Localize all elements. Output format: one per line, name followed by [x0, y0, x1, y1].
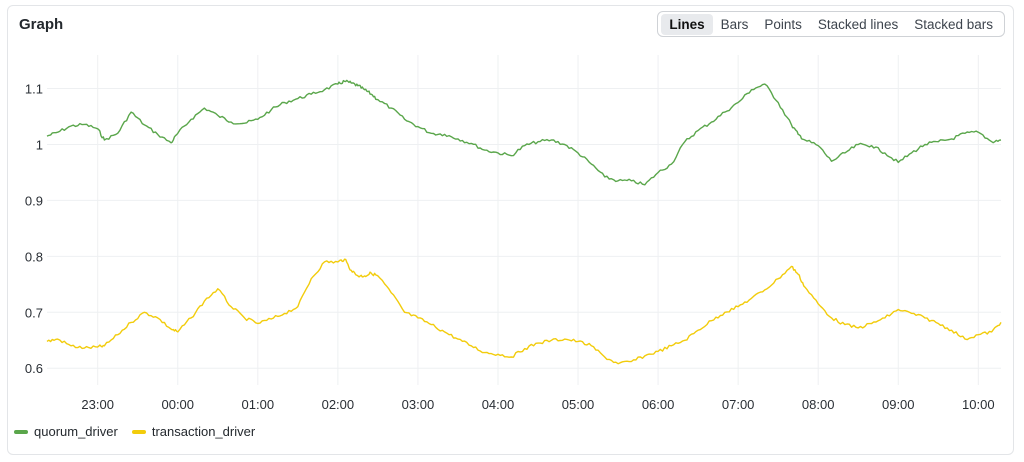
series-line-transaction-driver — [46, 258, 1002, 365]
legend-label-quorum-driver: quorum_driver — [34, 424, 118, 439]
x-tick-label: 05:00 — [562, 397, 595, 412]
display-mode-switch: Lines Bars Points Stacked lines Stacked … — [657, 11, 1005, 37]
x-tick-label: 01:00 — [242, 397, 275, 412]
graph-panel: Graph Lines Bars Points Stacked lines St… — [7, 5, 1014, 455]
y-tick-label: 0.7 — [25, 305, 43, 320]
x-tick-label: 10:00 — [962, 397, 995, 412]
y-tick-label: 0.9 — [25, 193, 43, 208]
chart-legend: quorum_driver transaction_driver — [14, 424, 269, 439]
legend-swatch-quorum-driver — [14, 429, 28, 434]
mode-lines-button[interactable]: Lines — [661, 13, 713, 35]
x-tick-label: 04:00 — [482, 397, 515, 412]
mode-bars-button[interactable]: Bars — [720, 16, 749, 32]
x-tick-label: 03:00 — [402, 397, 435, 412]
x-tick-label: 06:00 — [642, 397, 675, 412]
x-tick-label: 08:00 — [802, 397, 835, 412]
legend-item-quorum-driver[interactable]: quorum_driver — [14, 424, 118, 439]
legend-swatch-transaction-driver — [131, 429, 146, 434]
x-tick-label: 09:00 — [882, 397, 915, 412]
x-tick-label: 00:00 — [161, 397, 194, 412]
mode-points-button[interactable]: Points — [764, 16, 802, 32]
x-tick-label: 02:00 — [322, 397, 355, 412]
series-line-quorum-driver — [46, 79, 1002, 186]
y-tick-label: 1.1 — [25, 82, 43, 97]
y-tick-label: 0.8 — [25, 249, 43, 264]
x-tick-label: 23:00 — [81, 397, 114, 412]
x-tick-label: 07:00 — [722, 397, 755, 412]
legend-label-transaction-driver: transaction_driver — [151, 424, 256, 439]
y-tick-label: 0.6 — [25, 361, 43, 376]
panel-title: Graph — [19, 16, 64, 33]
legend-item-transaction-driver[interactable]: transaction_driver — [131, 424, 256, 439]
mode-stacked-bars-button[interactable]: Stacked bars — [914, 16, 993, 32]
y-tick-label: 1 — [36, 137, 43, 152]
mode-stacked-lines-button[interactable]: Stacked lines — [817, 16, 899, 32]
